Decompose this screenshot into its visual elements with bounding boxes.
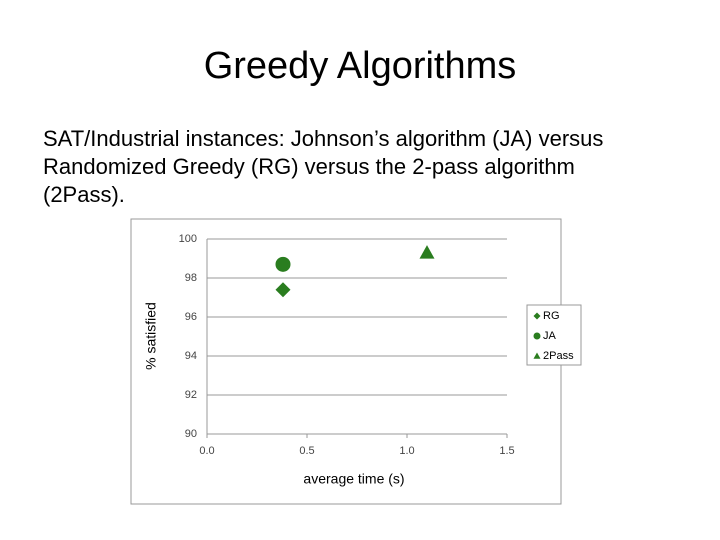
y-tick-label: 100 [179, 233, 197, 245]
legend-marker [533, 332, 541, 340]
legend-label: 2Pass [543, 350, 574, 362]
x-tick-label: 0.0 [199, 445, 214, 457]
legend-marker [533, 312, 541, 320]
y-tick-label: 90 [185, 428, 197, 440]
y-tick-label: 92 [185, 389, 197, 401]
legend-label: RG [543, 310, 560, 322]
point [419, 245, 435, 259]
body-line: (2Pass). [43, 182, 125, 207]
y-axis-label: % satisfied [143, 302, 159, 370]
legend-label: JA [543, 330, 557, 342]
slide-title: Greedy Algorithms [204, 45, 517, 87]
y-tick-label: 98 [185, 272, 197, 284]
body-line: SAT/Industrial instances: Johnson’s algo… [43, 126, 603, 151]
point [275, 282, 291, 298]
x-tick-label: 1.0 [399, 445, 414, 457]
x-tick-label: 1.5 [499, 445, 514, 457]
point [275, 256, 291, 272]
x-axis-label: average time (s) [303, 471, 404, 487]
body-line: Randomized Greedy (RG) versus the 2-pass… [43, 154, 575, 179]
chart-frame [130, 218, 562, 505]
x-tick-label: 0.5 [299, 445, 314, 457]
y-tick-label: 96 [185, 311, 197, 323]
legend-marker [533, 352, 541, 359]
y-tick-label: 94 [185, 350, 197, 362]
